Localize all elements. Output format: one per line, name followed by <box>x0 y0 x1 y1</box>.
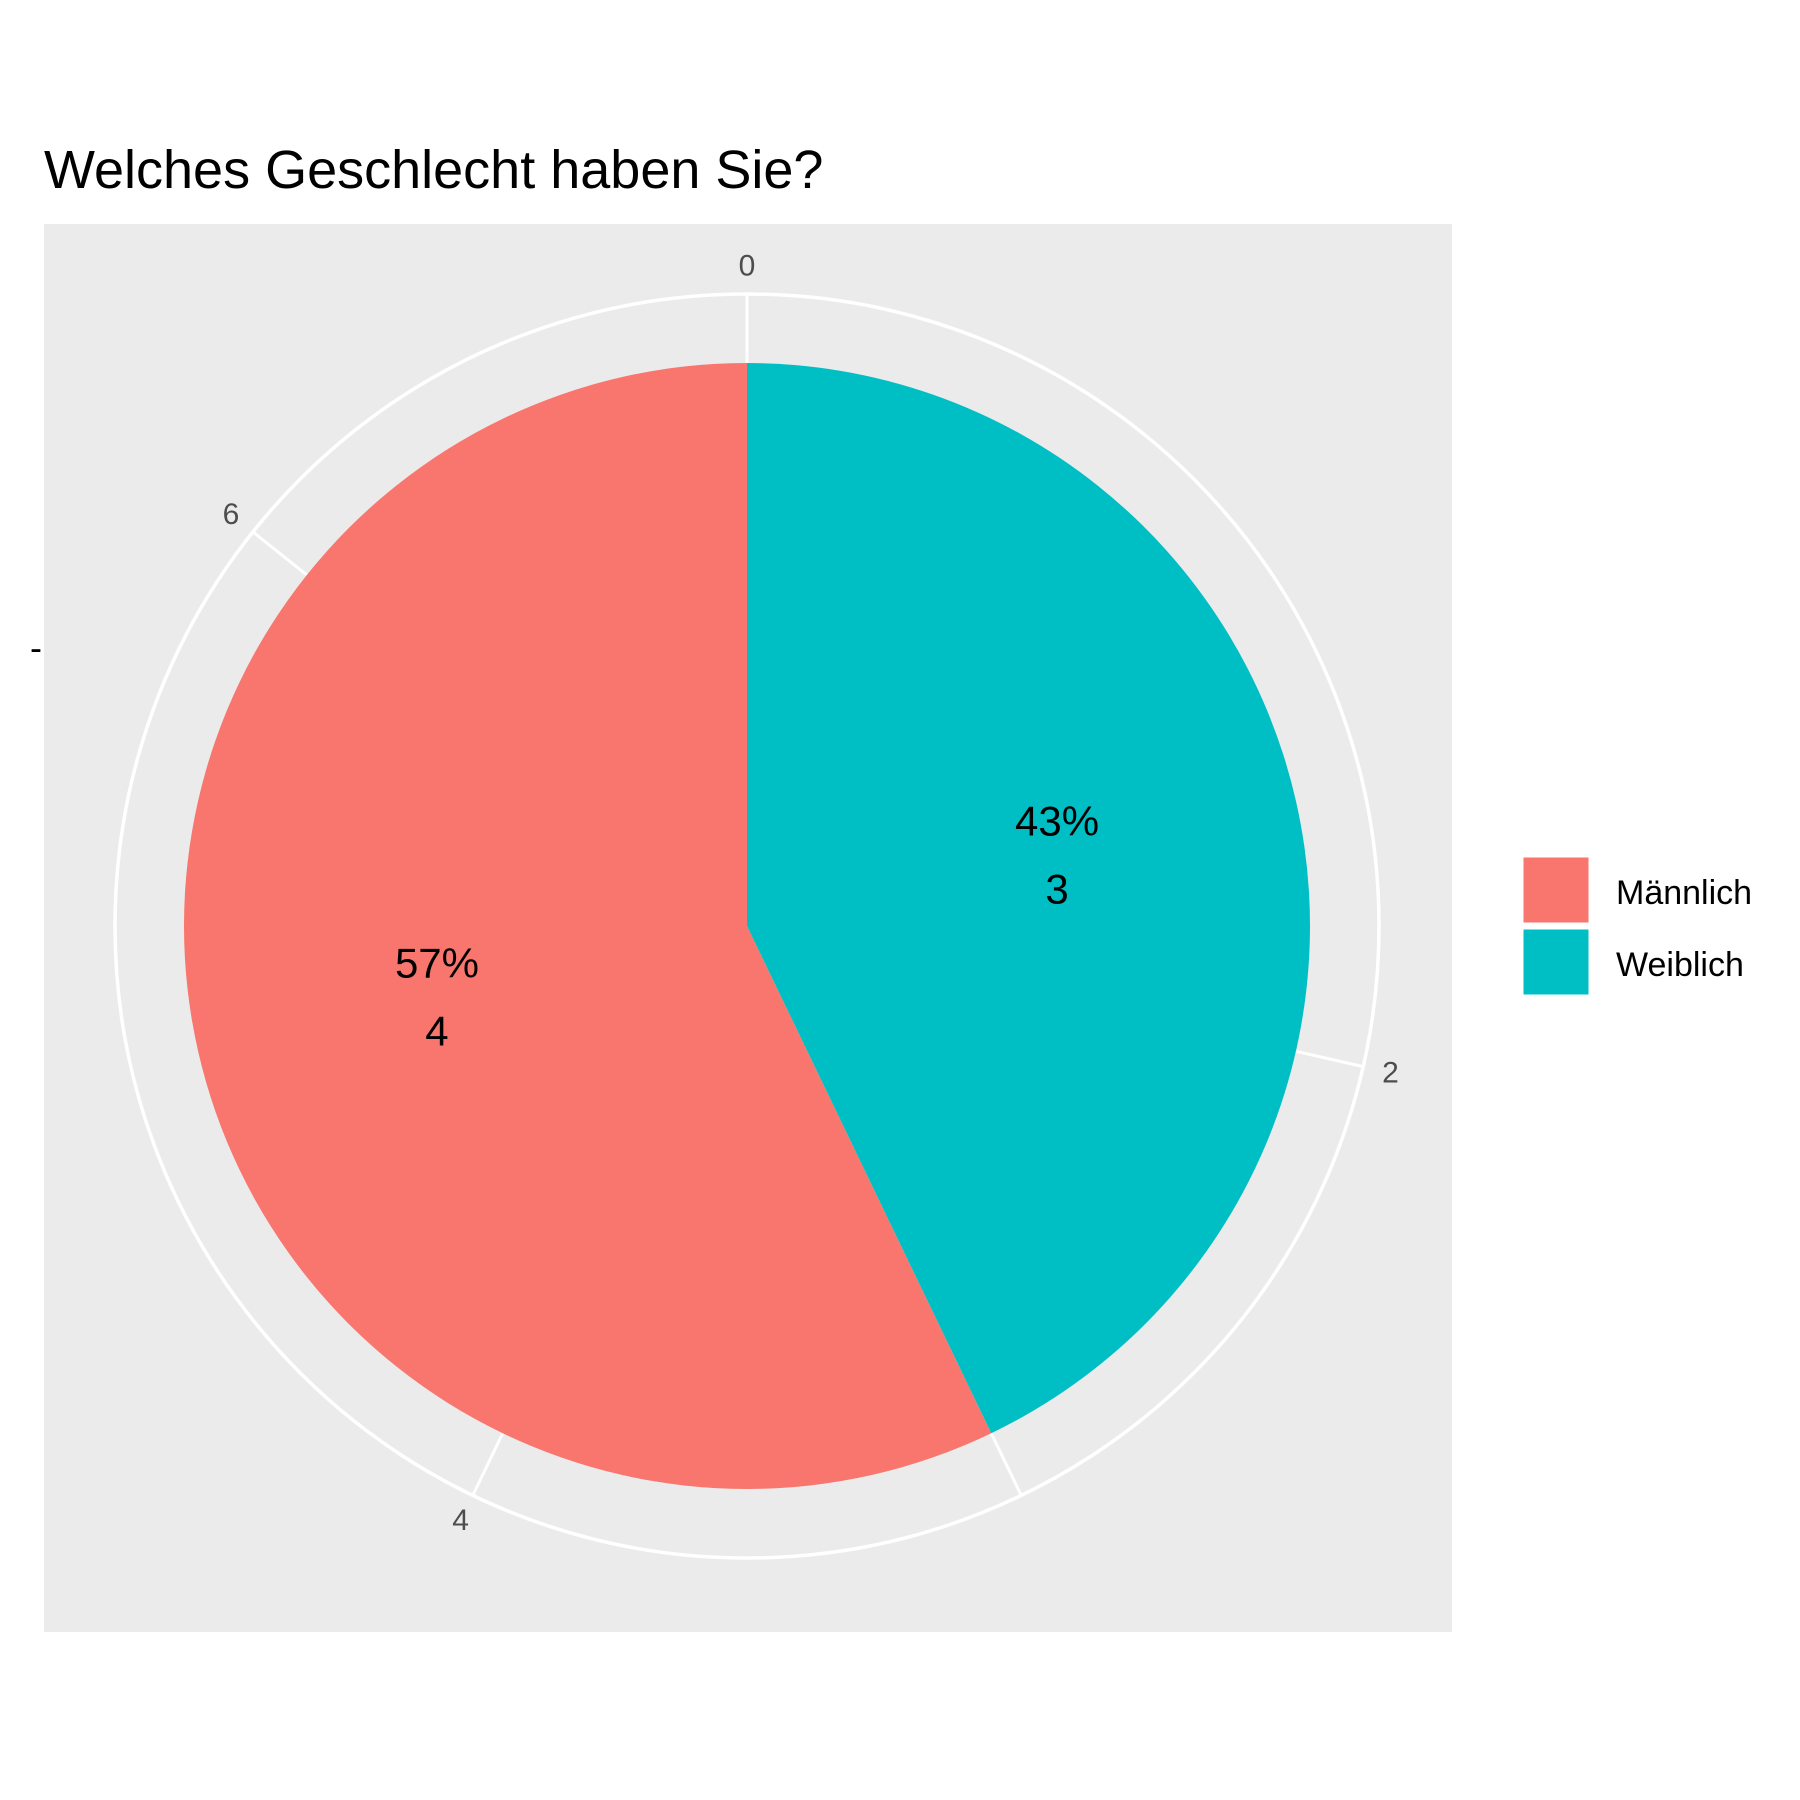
legend-key-maennlich <box>1522 856 1590 924</box>
legend-label-maennlich: Männlich <box>1616 874 1752 912</box>
tick-label-6: 6 <box>223 498 240 531</box>
tick-label-0: 0 <box>739 250 756 283</box>
legend-key-weiblich <box>1522 928 1590 996</box>
y-axis-label: - <box>30 627 42 668</box>
slice-count-label-maennlich: 4 <box>425 1007 448 1054</box>
legend-label-weiblich: Weiblich <box>1616 946 1744 984</box>
tick-label-4: 4 <box>452 1504 469 1537</box>
legend: Männlich Weiblich <box>1522 856 1752 996</box>
chart-title: Welches Geschlecht haben Sie? <box>44 140 823 200</box>
slice-percent-label-maennlich: 57% <box>395 939 479 986</box>
slice-count-label-weiblich: 3 <box>1045 866 1068 913</box>
tick-label-2: 2 <box>1382 1056 1399 1089</box>
slice-percent-label-weiblich: 43% <box>1015 798 1099 845</box>
